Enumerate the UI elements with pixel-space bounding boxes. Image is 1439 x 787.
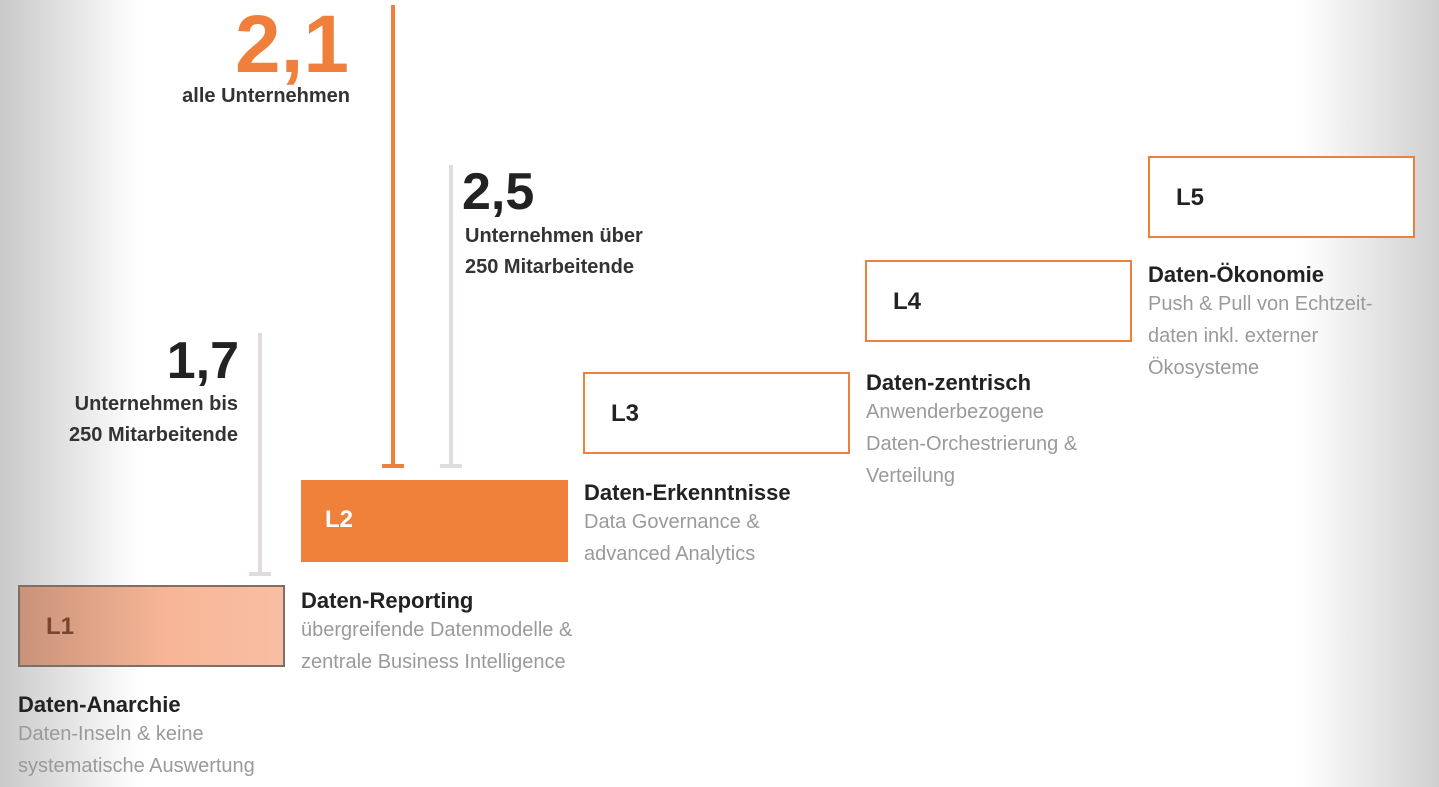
level-desc: systematische Auswertung [18, 755, 255, 777]
marker-value: 2,1 [235, 0, 349, 90]
level-desc: Verteilung [866, 465, 955, 487]
level-text: Daten-Erkenntnisse Data Governance & adv… [584, 480, 791, 570]
level-title: Daten-Anarchie [18, 692, 181, 717]
level-box: L4 [865, 260, 1132, 342]
level-box: L2 [301, 480, 568, 562]
level-title: Daten-Erkenntnisse [584, 480, 791, 505]
level-desc: Data Governance & [584, 511, 760, 533]
level-label: L3 [611, 400, 640, 427]
level-desc: übergreifende Datenmodelle & [301, 619, 573, 641]
level-text: Daten-Anarchie Daten-Inseln & keine syst… [18, 692, 255, 782]
level-desc: Anwenderbezogene [866, 401, 1044, 423]
level-label: L5 [1176, 184, 1205, 211]
level-label: L2 [325, 506, 354, 533]
orange-cap [382, 464, 404, 468]
level-text: Daten-Reporting übergreifende Datenmodel… [301, 588, 572, 678]
level-box: L3 [583, 372, 850, 454]
marker-caption: Unternehmen über [465, 225, 643, 247]
gray-cap [440, 464, 462, 468]
level-text: Daten-Ökonomie Push & Pull von Echtzeit-… [1148, 262, 1373, 384]
orange-line [391, 5, 395, 468]
level-title: Daten-Ökonomie [1148, 262, 1325, 287]
gray-line [449, 165, 453, 468]
level-desc: Ökosysteme [1148, 357, 1260, 379]
marker-value: 1,7 [166, 332, 239, 390]
level-desc: Daten-Inseln & keine [18, 723, 204, 745]
level-label: L4 [893, 288, 922, 315]
gray-cap [249, 572, 271, 576]
level-desc: daten inkl. externer [1148, 325, 1319, 347]
level-box: L1 [18, 585, 285, 667]
level-label: L1 [46, 613, 75, 640]
marker-value: 2,5 [462, 163, 535, 221]
level-title: Daten-zentrisch [866, 370, 1032, 395]
level-desc: zentrale Business Intelligence [301, 651, 566, 673]
marker-caption: Unternehmen bis [74, 393, 238, 415]
level-title: Daten-Reporting [301, 588, 474, 613]
marker-caption: 250 Mitarbeitende [69, 424, 238, 446]
level-box: L5 [1148, 156, 1415, 238]
level-desc: Push & Pull von Echtzeit- [1148, 293, 1373, 315]
level-desc: advanced Analytics [584, 543, 756, 565]
gray-line [258, 333, 262, 576]
level-text: Daten-zentrisch Anwenderbezogene Daten-O… [866, 370, 1077, 492]
level-desc: Daten-Orchestrierung & [866, 433, 1078, 455]
marker-caption: alle Unternehmen [182, 85, 350, 107]
marker-caption: 250 Mitarbeitende [465, 256, 634, 278]
